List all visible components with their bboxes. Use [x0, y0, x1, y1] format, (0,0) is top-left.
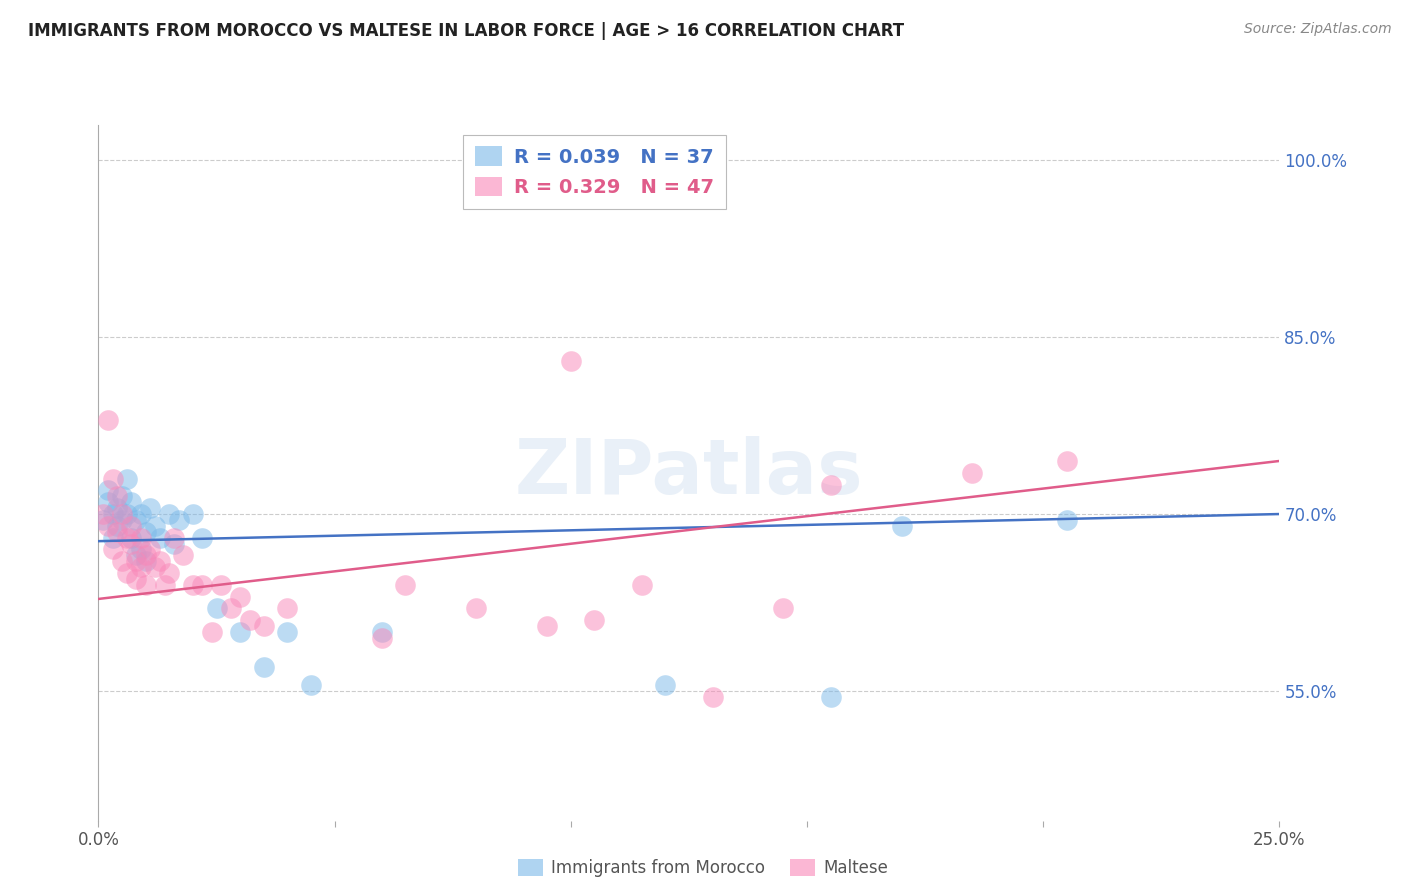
- Point: [1056, 513, 1078, 527]
- Point: [1056, 454, 1078, 468]
- Point: [97, 483, 120, 498]
- Point: [135, 524, 157, 539]
- Point: [536, 619, 558, 633]
- Point: [153, 578, 176, 592]
- Point: [115, 472, 138, 486]
- Point: [149, 554, 172, 568]
- Point: [105, 524, 128, 539]
- Point: [253, 619, 276, 633]
- Point: [91, 507, 114, 521]
- Point: [239, 613, 262, 627]
- Point: [125, 572, 148, 586]
- Point: [105, 489, 128, 503]
- Point: [115, 566, 138, 580]
- Point: [157, 566, 180, 580]
- Point: [229, 624, 252, 639]
- Point: [276, 601, 298, 615]
- Point: [560, 353, 582, 368]
- Point: [167, 513, 190, 527]
- Point: [209, 578, 232, 592]
- Point: [205, 601, 228, 615]
- Point: [253, 660, 276, 674]
- Point: [135, 549, 157, 563]
- Point: [890, 518, 912, 533]
- Point: [101, 542, 124, 557]
- Point: [219, 601, 242, 615]
- Point: [125, 513, 148, 527]
- Point: [583, 613, 606, 627]
- Point: [191, 578, 214, 592]
- Point: [111, 554, 134, 568]
- Point: [105, 518, 128, 533]
- Text: IMMIGRANTS FROM MOROCCO VS MALTESE IN LABOR FORCE | AGE > 16 CORRELATION CHART: IMMIGRANTS FROM MOROCCO VS MALTESE IN LA…: [28, 22, 904, 40]
- Point: [143, 560, 166, 574]
- Point: [201, 624, 224, 639]
- Point: [121, 531, 143, 545]
- Legend: Immigrants from Morocco, Maltese: Immigrants from Morocco, Maltese: [510, 852, 896, 884]
- Point: [129, 560, 152, 574]
- Point: [121, 518, 143, 533]
- Point: [630, 578, 652, 592]
- Point: [371, 624, 394, 639]
- Point: [143, 518, 166, 533]
- Point: [97, 413, 120, 427]
- Point: [129, 507, 152, 521]
- Point: [394, 578, 416, 592]
- Point: [820, 477, 842, 491]
- Point: [111, 489, 134, 503]
- Point: [702, 690, 724, 704]
- Point: [135, 578, 157, 592]
- Point: [191, 531, 214, 545]
- Point: [135, 554, 157, 568]
- Point: [172, 549, 194, 563]
- Point: [121, 536, 143, 550]
- Point: [181, 578, 204, 592]
- Point: [772, 601, 794, 615]
- Point: [157, 507, 180, 521]
- Legend: R = 0.039   N = 37, R = 0.329   N = 47: R = 0.039 N = 37, R = 0.329 N = 47: [464, 135, 725, 209]
- Point: [299, 678, 322, 692]
- Point: [121, 495, 143, 509]
- Point: [139, 542, 162, 557]
- Point: [163, 536, 186, 550]
- Text: Source: ZipAtlas.com: Source: ZipAtlas.com: [1244, 22, 1392, 37]
- Point: [820, 690, 842, 704]
- Text: ZIPatlas: ZIPatlas: [515, 436, 863, 509]
- Point: [111, 507, 134, 521]
- Point: [101, 507, 124, 521]
- Point: [101, 472, 124, 486]
- Point: [465, 601, 488, 615]
- Point: [97, 495, 120, 509]
- Point: [371, 631, 394, 645]
- Point: [125, 549, 148, 563]
- Point: [125, 554, 148, 568]
- Point: [101, 531, 124, 545]
- Point: [962, 466, 984, 480]
- Point: [115, 507, 138, 521]
- Point: [129, 531, 152, 545]
- Point: [111, 513, 134, 527]
- Point: [115, 531, 138, 545]
- Point: [276, 624, 298, 639]
- Point: [163, 531, 186, 545]
- Point: [229, 590, 252, 604]
- Point: [129, 542, 152, 557]
- Point: [654, 678, 676, 692]
- Point: [97, 518, 120, 533]
- Point: [181, 507, 204, 521]
- Point: [139, 501, 162, 516]
- Point: [105, 501, 128, 516]
- Point: [149, 531, 172, 545]
- Point: [91, 513, 114, 527]
